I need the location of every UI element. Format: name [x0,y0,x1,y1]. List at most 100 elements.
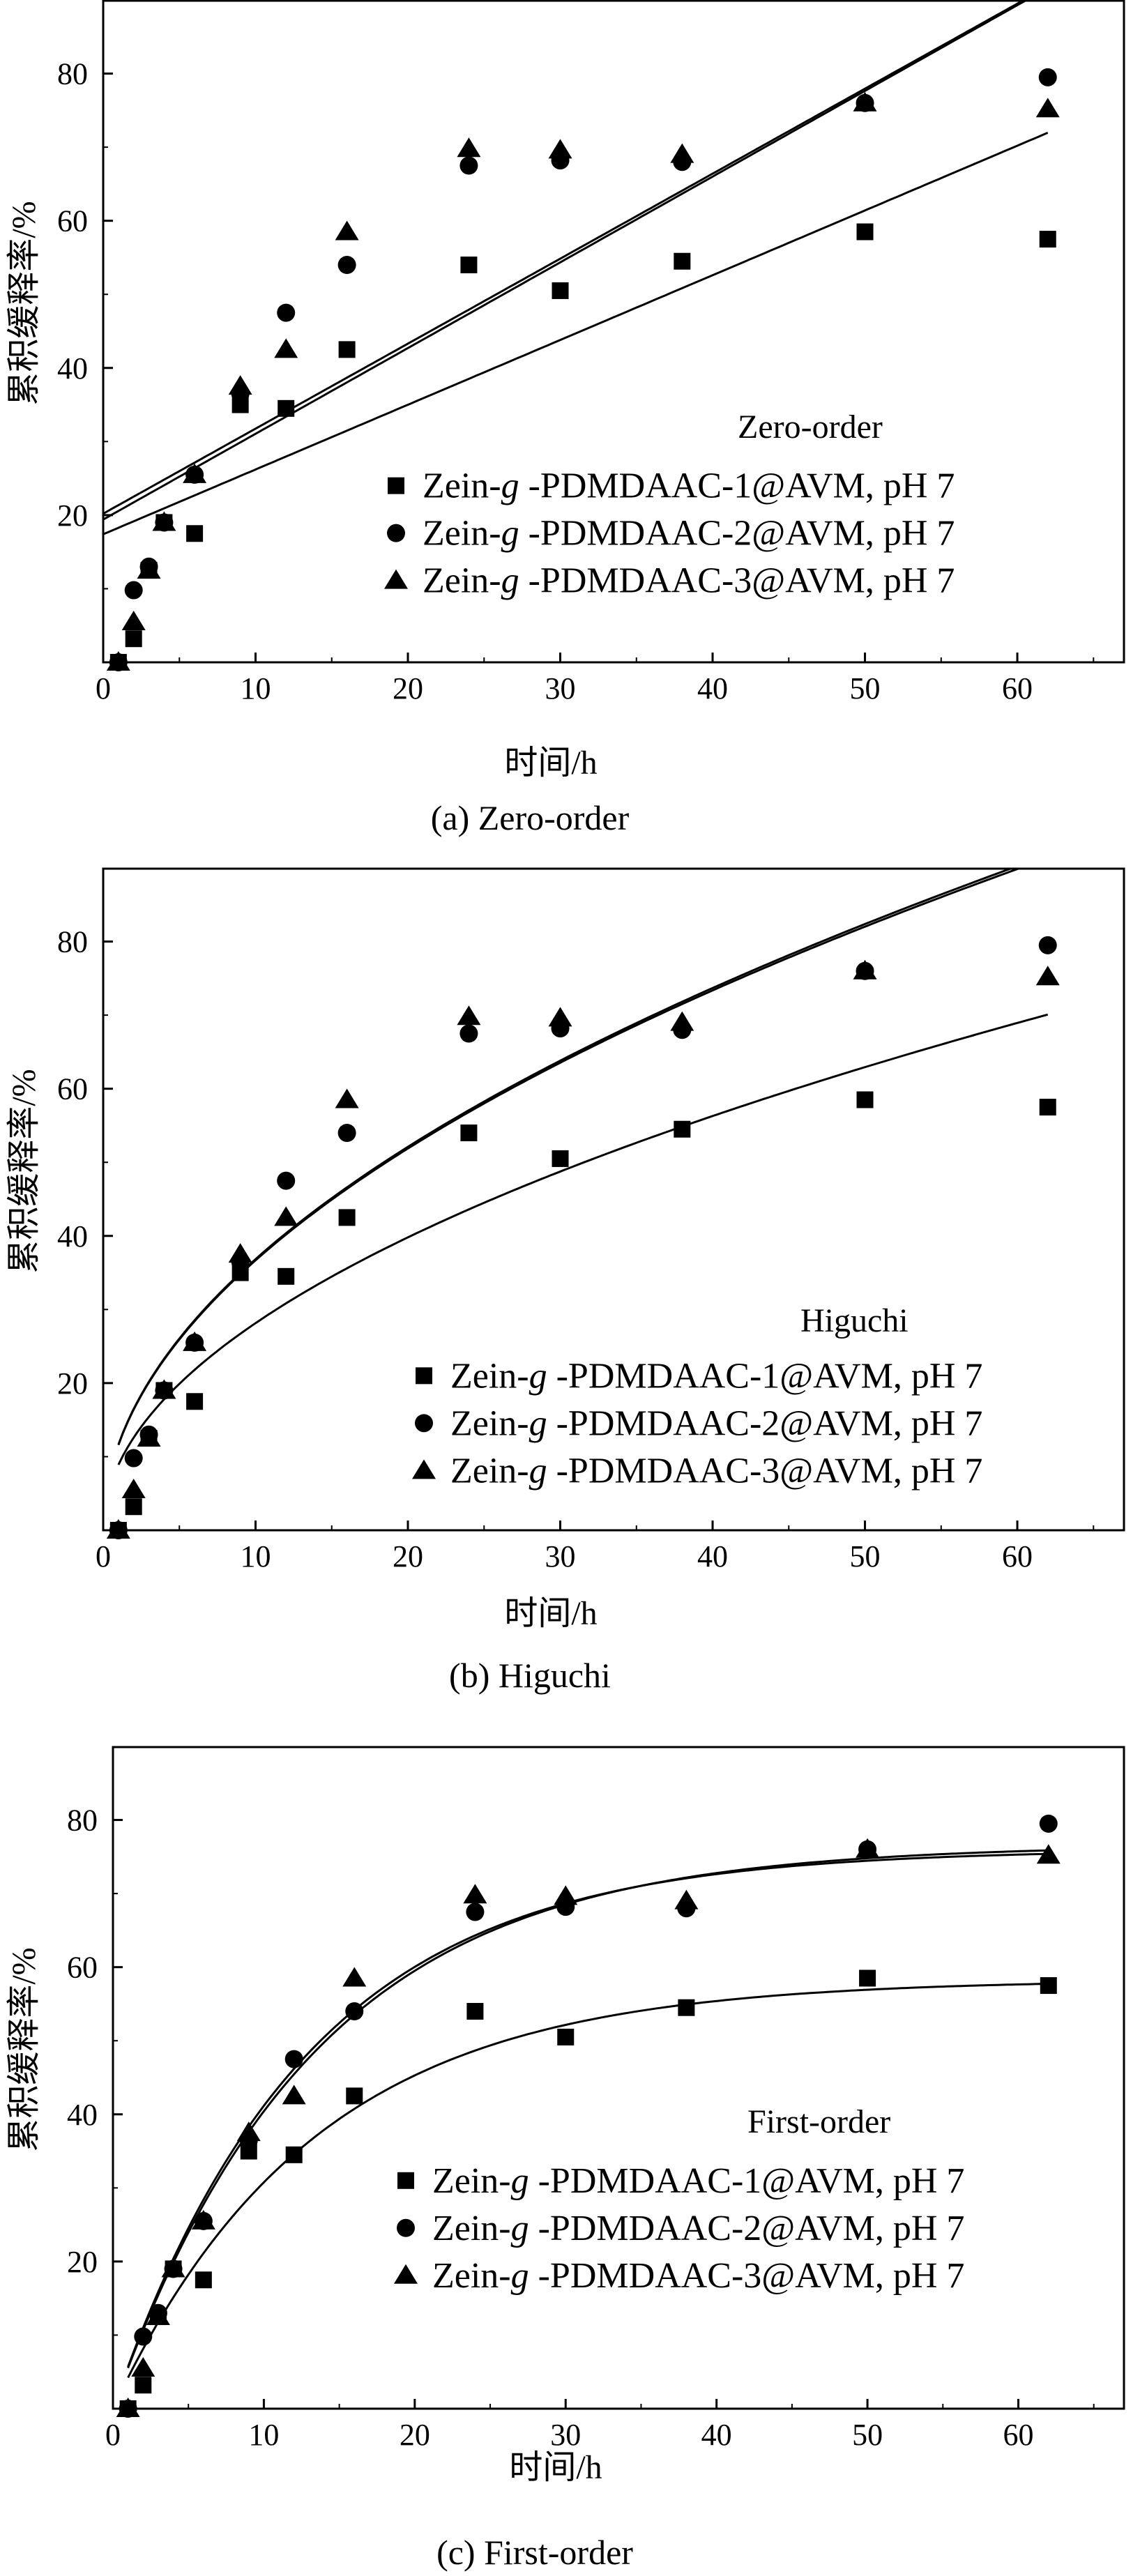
data-point [338,1209,356,1226]
legend-label: Zein-g -PDMDAAC-2@AVM, pH 7 [450,1403,982,1443]
data-point [183,1331,207,1351]
data-point [125,1498,142,1516]
data-point [183,463,207,483]
data-point [337,256,356,274]
series-2 [109,936,1057,1539]
data-point [674,252,691,270]
panel-caption: (a) Zero-order [431,798,630,837]
y-tick-label: 60 [67,1951,98,1985]
data-point [1039,1099,1056,1116]
data-point [161,2257,185,2278]
legend-label-main: Zein- [432,2256,511,2296]
data-point [274,1206,298,1226]
legend-marker [416,1367,432,1385]
legend-label-main: Zein- [450,1356,529,1396]
legend-label-italic: g [529,1451,547,1491]
legend-marker [394,2264,418,2284]
legend-label-italic: g [501,466,519,506]
y-tick-label: 60 [57,204,88,238]
legend-marker [397,2218,415,2237]
data-point [277,1171,296,1190]
data-point [335,1088,359,1108]
legend-label-italic: g [511,2256,529,2296]
legend-label: Zein-g -PDMDAAC-2@AVM, pH 7 [432,2209,964,2248]
data-point [1038,936,1057,954]
data-point [116,2398,140,2417]
data-point [460,1125,478,1141]
data-point [853,91,877,112]
fit-curve-1 [127,1983,1049,2379]
legend-label-italic: g [501,561,519,601]
legend-marker [415,1414,433,1433]
data-point [859,1969,876,1987]
legend-label-italic: g [529,1403,547,1443]
data-point [557,2028,575,2045]
y-tick-label: 20 [67,2245,98,2279]
data-point [1035,966,1060,986]
legend-label-rest: -PDMDAAC-1@AVM, pH 7 [547,1356,983,1396]
fit-curve-1 [103,132,1049,535]
x-tick-label: 40 [697,1539,728,1573]
y-tick-label: 20 [57,498,88,533]
data-point [459,156,478,175]
x-axis-label: 时间/h [504,1595,597,1632]
plot-frame [102,0,1125,664]
data-point [236,2121,261,2142]
model-label: First-order [747,2103,890,2140]
y-tick-label: 60 [57,1072,88,1106]
data-point [195,2271,212,2289]
data-point [121,610,146,630]
fit-curve-2 [103,0,1029,521]
data-point [1039,1814,1058,1833]
data-point [125,630,142,648]
x-tick-label: 50 [852,2418,883,2452]
legend-label-main: Zein- [450,1451,529,1491]
legend-label-italic: g [511,2209,529,2248]
data-point [466,2003,484,2020]
data-point [678,1999,695,2016]
data-point [278,399,295,417]
y-tick-label: 40 [57,1219,88,1253]
data-point [152,1379,176,1399]
data-point [548,1007,572,1027]
legend-label-main: Zein- [450,1403,529,1443]
x-axis-label: 时间/h [504,745,597,782]
legend-marker [387,524,405,542]
data-point [346,2087,363,2105]
x-tick-label: 20 [393,671,423,706]
series-1 [109,223,1056,671]
legend-marker [384,569,408,589]
x-tick-label: 60 [1003,2418,1034,2452]
data-point [463,1884,487,1904]
data-point [856,1091,874,1108]
y-tick-label: 80 [57,57,88,91]
x-tick-label: 30 [545,671,576,706]
legend-marker [412,1459,436,1479]
data-point [274,338,298,358]
legend-label-rest: -PDMDAAC-2@AVM, pH 7 [547,1403,983,1443]
legend-label-rest: -PDMDAAC-3@AVM, pH 7 [519,561,955,601]
data-point [131,2356,155,2377]
chart-panel-b: 0 10 20 30 40 50 60 20 40 60 80 时间/h 累积缓释率/% Higuchi Z… [6,867,1125,1695]
fit-curves [103,0,1049,535]
series-3 [116,1838,1061,2417]
data-point [552,282,569,299]
x-tick-label: 0 [96,1539,111,1573]
legend-label-italic: g [529,1356,547,1396]
data-point [670,143,694,163]
data-point [106,1519,130,1539]
x-axis-label: 时间/h [509,2449,602,2486]
x-tick-label: 60 [1002,671,1033,706]
data-point [674,1889,699,1910]
data-point [282,2085,306,2105]
legend-label-rest: -PDMDAAC-2@AVM, pH 7 [519,514,955,554]
data-point [1036,1844,1061,1864]
data-point [459,1024,478,1043]
legend-label: Zein-g -PDMDAAC-1@AVM, pH 7 [423,466,955,506]
data-point [345,2002,364,2020]
data-point [137,559,161,579]
legend-label-rest: -PDMDAAC-2@AVM, pH 7 [529,2209,965,2248]
data-point [670,1011,694,1031]
chart-panel-c: 0 10 20 30 40 50 60 20 40 60 80 时间/h 累积缓释率/% First-or… [6,1746,1125,2572]
